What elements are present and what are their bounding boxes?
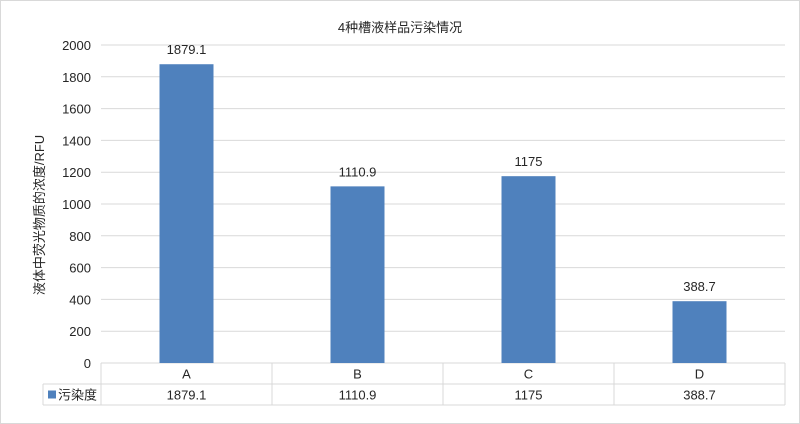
chart-title: 4种槽液样品污染情况 xyxy=(338,20,462,35)
y-tick-label: 600 xyxy=(69,261,91,276)
data-label: 388.7 xyxy=(683,279,716,294)
y-tick-label: 1000 xyxy=(62,197,91,212)
y-tick-label: 800 xyxy=(69,229,91,244)
bar-D xyxy=(672,301,727,363)
y-tick-label: 1800 xyxy=(62,70,91,85)
x-tick-label: D xyxy=(695,367,704,382)
y-axis-label: 液体中荧光物质的浓度/RFU xyxy=(32,135,47,295)
bar-C xyxy=(501,176,556,363)
y-tick-label: 2000 xyxy=(62,38,91,53)
y-tick-label: 1200 xyxy=(62,165,91,180)
table-value: 1879.1 xyxy=(167,388,207,403)
y-tick-label: 1400 xyxy=(62,133,91,148)
data-label: 1879.1 xyxy=(167,42,207,57)
x-tick-label: C xyxy=(524,367,533,382)
y-tick-label: 0 xyxy=(84,356,91,371)
table-value: 1110.9 xyxy=(339,388,377,403)
y-tick-label: 1600 xyxy=(62,102,91,117)
x-tick-label: A xyxy=(182,367,191,382)
y-tick-label: 400 xyxy=(69,292,91,307)
data-label: 1110.9 xyxy=(339,164,377,179)
bar-B xyxy=(330,186,385,363)
bar-A xyxy=(159,64,214,364)
legend-swatch xyxy=(48,390,56,399)
x-tick-label: B xyxy=(353,367,362,382)
data-label: 1175 xyxy=(515,154,543,169)
table-value: 388.7 xyxy=(683,388,716,403)
y-tick-label: 200 xyxy=(69,324,91,339)
table-value: 1175 xyxy=(515,388,543,403)
legend-label: 污染度 xyxy=(58,388,97,403)
